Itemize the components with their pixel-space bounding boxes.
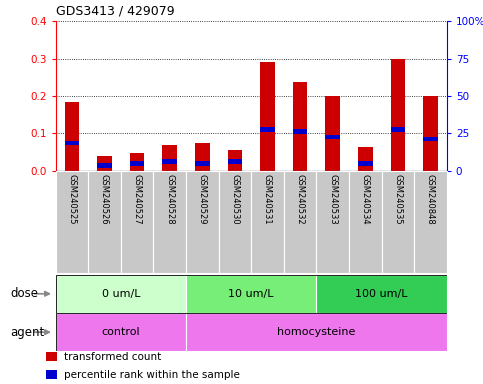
Bar xyxy=(260,127,275,132)
Bar xyxy=(65,141,79,145)
Text: 100 um/L: 100 um/L xyxy=(355,289,408,299)
Bar xyxy=(97,163,112,167)
Bar xyxy=(121,171,154,273)
Text: GSM240527: GSM240527 xyxy=(132,174,142,225)
Text: GSM240525: GSM240525 xyxy=(67,174,76,224)
Text: GSM240532: GSM240532 xyxy=(296,174,305,225)
Bar xyxy=(423,96,438,171)
Bar xyxy=(186,275,316,313)
Bar xyxy=(46,370,57,379)
Bar xyxy=(391,127,405,132)
Bar xyxy=(154,171,186,273)
Bar xyxy=(56,171,88,273)
Bar xyxy=(316,275,447,313)
Bar xyxy=(227,150,242,171)
Text: GSM240534: GSM240534 xyxy=(361,174,370,225)
Bar xyxy=(293,129,307,134)
Bar xyxy=(219,171,251,273)
Bar xyxy=(195,161,210,166)
Bar xyxy=(56,313,186,351)
Bar xyxy=(227,159,242,164)
Bar xyxy=(260,62,275,171)
Bar xyxy=(162,145,177,171)
Bar xyxy=(358,147,372,171)
Bar xyxy=(251,171,284,273)
Bar xyxy=(130,161,144,166)
Bar xyxy=(316,171,349,273)
Bar xyxy=(130,153,144,171)
Bar xyxy=(326,135,340,139)
Bar xyxy=(414,171,447,273)
Bar xyxy=(326,96,340,171)
Bar xyxy=(391,59,405,171)
Text: GSM240533: GSM240533 xyxy=(328,174,337,225)
Bar xyxy=(162,159,177,164)
Bar xyxy=(382,171,414,273)
Bar xyxy=(186,171,218,273)
Text: homocysteine: homocysteine xyxy=(277,327,355,337)
Text: dose: dose xyxy=(10,287,38,300)
Bar xyxy=(293,82,307,171)
Text: GSM240531: GSM240531 xyxy=(263,174,272,225)
Bar xyxy=(46,352,57,361)
Bar xyxy=(56,275,186,313)
Bar xyxy=(195,143,210,171)
Text: GSM240848: GSM240848 xyxy=(426,174,435,225)
Bar xyxy=(358,161,372,166)
Text: GSM240526: GSM240526 xyxy=(100,174,109,225)
Bar xyxy=(284,171,316,273)
Text: control: control xyxy=(101,327,140,337)
Text: GSM240529: GSM240529 xyxy=(198,174,207,224)
Bar xyxy=(97,156,112,171)
Text: 10 um/L: 10 um/L xyxy=(228,289,274,299)
Text: GDS3413 / 429079: GDS3413 / 429079 xyxy=(56,4,174,17)
Text: percentile rank within the sample: percentile rank within the sample xyxy=(64,369,240,379)
Text: GSM240535: GSM240535 xyxy=(393,174,402,225)
Text: 0 um/L: 0 um/L xyxy=(101,289,140,299)
Bar xyxy=(423,137,438,141)
Bar xyxy=(186,313,447,351)
Text: GSM240530: GSM240530 xyxy=(230,174,240,225)
Text: agent: agent xyxy=(10,326,44,339)
Text: transformed count: transformed count xyxy=(64,352,161,362)
Bar xyxy=(349,171,382,273)
Bar xyxy=(88,171,121,273)
Text: GSM240528: GSM240528 xyxy=(165,174,174,225)
Bar xyxy=(65,102,79,171)
